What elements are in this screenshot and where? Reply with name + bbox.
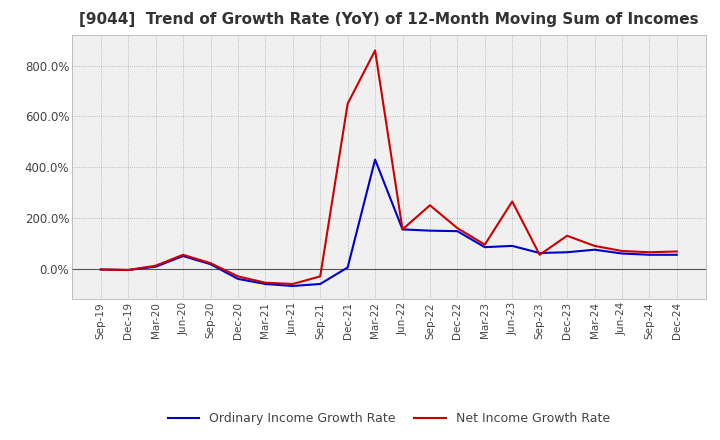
Ordinary Income Growth Rate — [453, 228, 462, 234]
Ordinary Income Growth Rate — [645, 252, 654, 257]
Line: Net Income Growth Rate: Net Income Growth Rate — [101, 51, 677, 284]
Net Income Growth Rate — [453, 225, 462, 231]
Net Income Growth Rate — [590, 243, 599, 249]
Net Income Growth Rate — [289, 281, 297, 286]
Ordinary Income Growth Rate — [590, 247, 599, 253]
Legend: Ordinary Income Growth Rate, Net Income Growth Rate: Ordinary Income Growth Rate, Net Income … — [163, 407, 615, 430]
Net Income Growth Rate — [426, 203, 434, 208]
Net Income Growth Rate — [672, 249, 681, 254]
Net Income Growth Rate — [151, 263, 160, 268]
Net Income Growth Rate — [508, 199, 516, 204]
Net Income Growth Rate — [233, 274, 242, 279]
Ordinary Income Growth Rate — [343, 265, 352, 270]
Net Income Growth Rate — [371, 48, 379, 53]
Ordinary Income Growth Rate — [426, 228, 434, 233]
Title: [9044]  Trend of Growth Rate (YoY) of 12-Month Moving Sum of Incomes: [9044] Trend of Growth Rate (YoY) of 12-… — [79, 12, 698, 27]
Net Income Growth Rate — [618, 248, 626, 253]
Ordinary Income Growth Rate — [151, 264, 160, 269]
Net Income Growth Rate — [398, 227, 407, 232]
Net Income Growth Rate — [261, 280, 270, 286]
Ordinary Income Growth Rate — [536, 250, 544, 256]
Ordinary Income Growth Rate — [289, 283, 297, 289]
Ordinary Income Growth Rate — [316, 281, 325, 286]
Ordinary Income Growth Rate — [480, 245, 489, 250]
Ordinary Income Growth Rate — [96, 267, 105, 272]
Net Income Growth Rate — [343, 101, 352, 106]
Ordinary Income Growth Rate — [618, 251, 626, 256]
Ordinary Income Growth Rate — [179, 253, 187, 259]
Ordinary Income Growth Rate — [371, 157, 379, 162]
Ordinary Income Growth Rate — [124, 268, 132, 273]
Ordinary Income Growth Rate — [398, 227, 407, 232]
Net Income Growth Rate — [316, 274, 325, 279]
Net Income Growth Rate — [96, 267, 105, 272]
Ordinary Income Growth Rate — [206, 261, 215, 267]
Net Income Growth Rate — [480, 242, 489, 247]
Ordinary Income Growth Rate — [261, 281, 270, 286]
Ordinary Income Growth Rate — [672, 252, 681, 257]
Net Income Growth Rate — [179, 252, 187, 257]
Net Income Growth Rate — [536, 252, 544, 257]
Ordinary Income Growth Rate — [563, 249, 572, 255]
Net Income Growth Rate — [563, 233, 572, 238]
Net Income Growth Rate — [645, 249, 654, 255]
Net Income Growth Rate — [206, 260, 215, 266]
Line: Ordinary Income Growth Rate: Ordinary Income Growth Rate — [101, 160, 677, 286]
Ordinary Income Growth Rate — [233, 276, 242, 282]
Net Income Growth Rate — [124, 268, 132, 273]
Ordinary Income Growth Rate — [508, 243, 516, 249]
